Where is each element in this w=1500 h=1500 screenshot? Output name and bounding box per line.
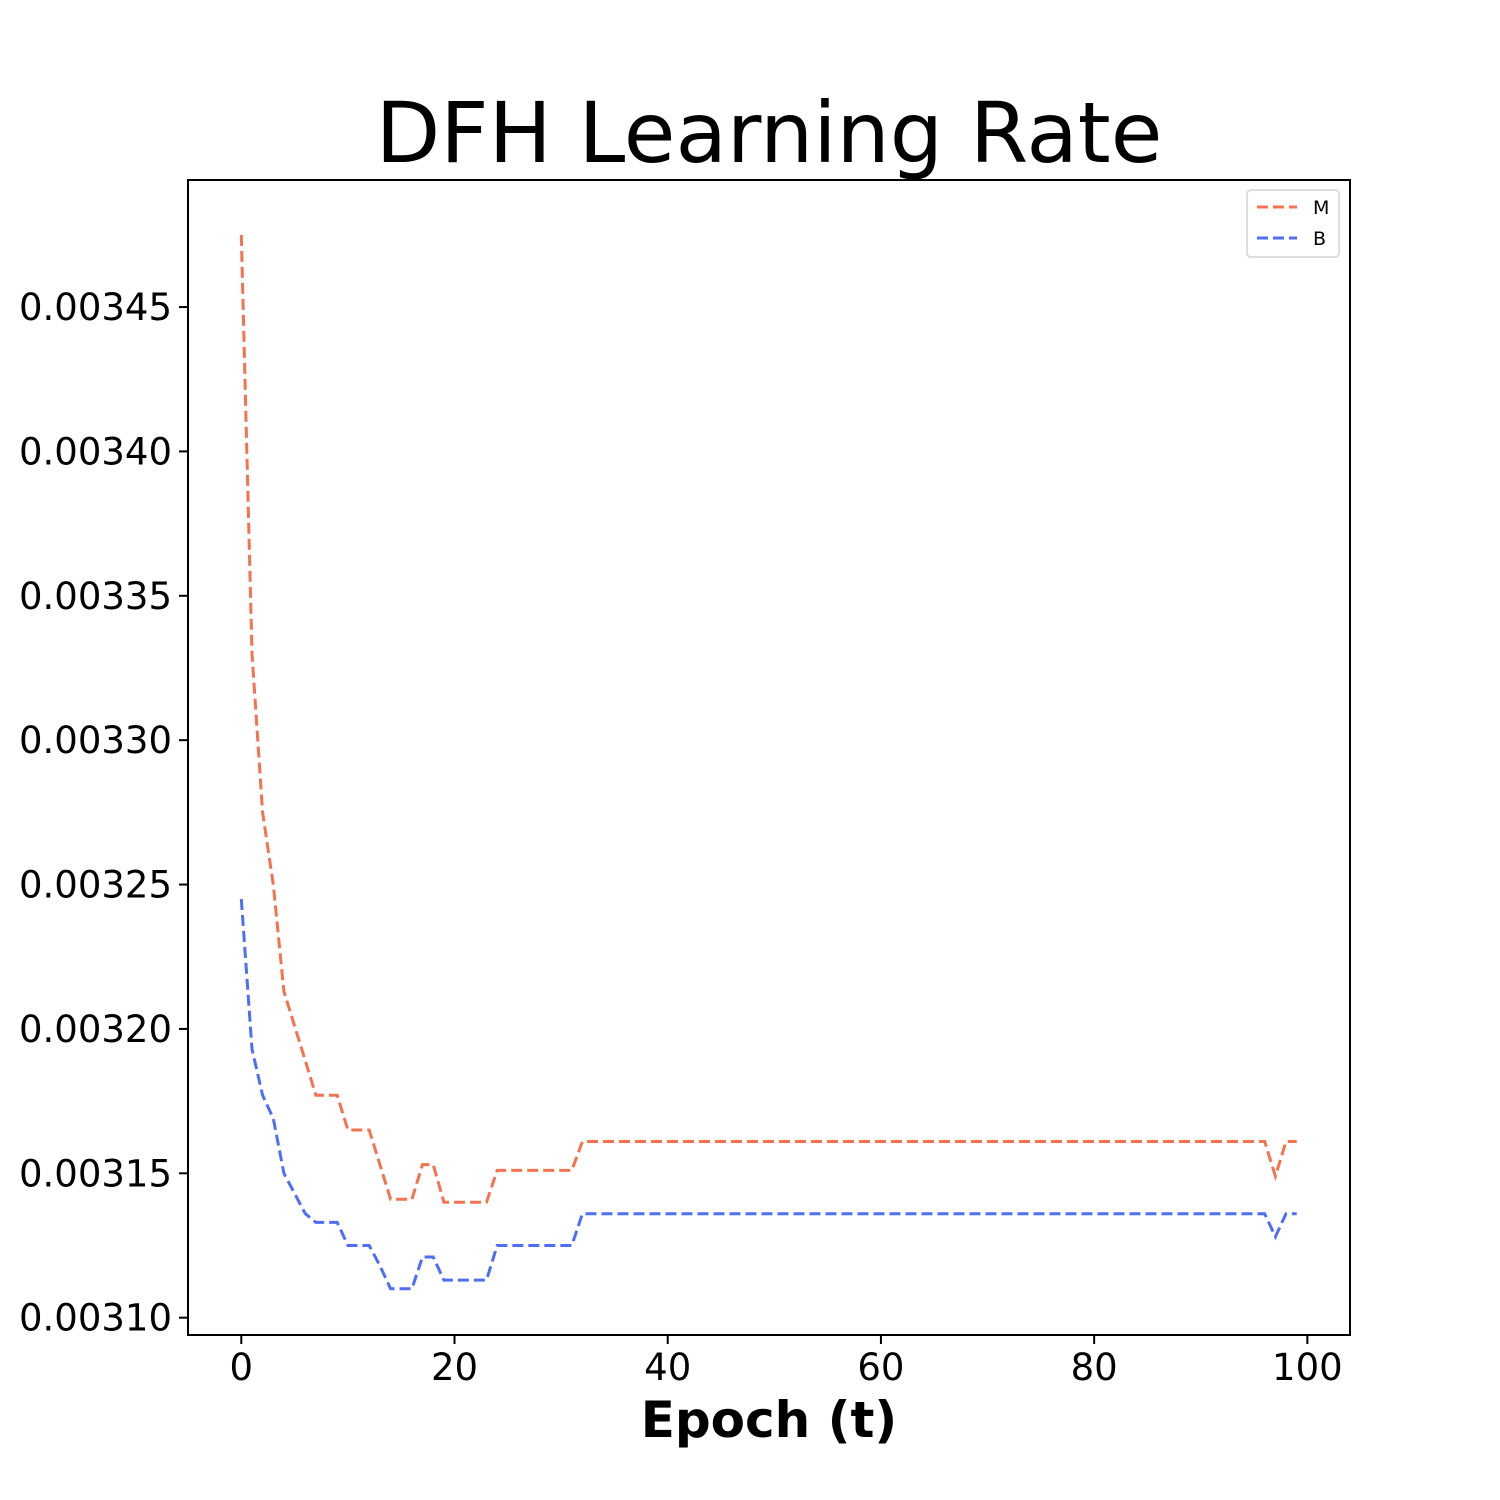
legend: MB [1246, 189, 1340, 258]
x-axis: 0 20 40 60 80 100 [230, 1335, 1343, 1389]
legend-label-b: B [1313, 228, 1326, 250]
x-tick-label: 20 [431, 1346, 478, 1389]
y-tick-label: 0.00315 [19, 1152, 172, 1195]
series-lines [239, 234, 1297, 1291]
y-tick-label: 0.00335 [19, 575, 172, 618]
legend-box [1246, 189, 1340, 258]
x-tick-label: 100 [1272, 1346, 1343, 1389]
y-tick-label: 0.00325 [19, 864, 172, 907]
y-tick-label: 0.00320 [19, 1008, 172, 1051]
series-line-b [239, 898, 1297, 1291]
y-tick-label: 0.00330 [19, 719, 172, 762]
y-tick-label: 0.00340 [19, 430, 172, 473]
series-line-m [239, 234, 1297, 1204]
x-axis-label: Epoch (t) [641, 1391, 898, 1449]
plot-frame [187, 179, 1351, 1336]
y-tick-label: 0.00345 [19, 286, 172, 329]
y-tick-label: 0.00310 [19, 1297, 172, 1340]
plot-area [187, 179, 1351, 1336]
y-axis: 0.00310 0.00315 0.00320 0.00325 0.00330 0.003… [19, 286, 188, 1340]
x-tick-label: 80 [1071, 1346, 1118, 1389]
chart-title: DFH Learning Rate [376, 84, 1163, 182]
x-tick-label: 0 [230, 1346, 254, 1389]
legend-label-m: M [1313, 197, 1329, 219]
x-tick-label: 60 [857, 1346, 904, 1389]
x-tick-label: 40 [644, 1346, 691, 1389]
